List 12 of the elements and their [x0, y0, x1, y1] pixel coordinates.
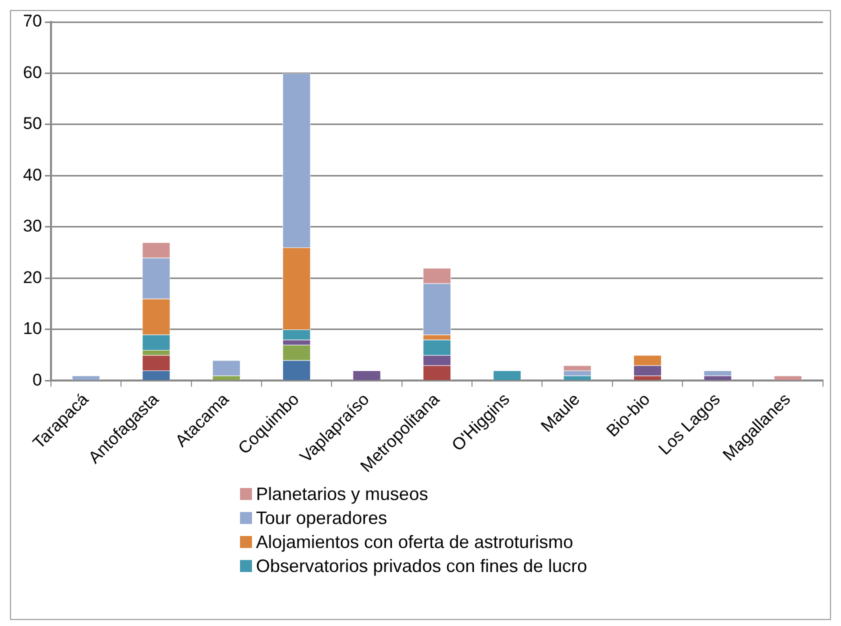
y-tick-label: 20	[22, 268, 42, 287]
y-tick-label: 0	[32, 370, 42, 390]
y-tick-label: 50	[22, 114, 42, 134]
y-tick-label: 30	[22, 216, 42, 236]
y-tick-label: 70	[22, 12, 42, 31]
legend-label: Tour operadores	[256, 507, 388, 530]
legend-label: Planetarios y museos	[256, 483, 428, 506]
legend-label: Observatorios privados con fines de lucro	[256, 555, 588, 578]
y-tick-label: 10	[22, 319, 42, 338]
y-tick-label: 40	[22, 165, 42, 184]
legend-label: Alojamientos con oferta de astroturismo	[256, 531, 574, 554]
y-tick-label: 60	[22, 62, 42, 82]
